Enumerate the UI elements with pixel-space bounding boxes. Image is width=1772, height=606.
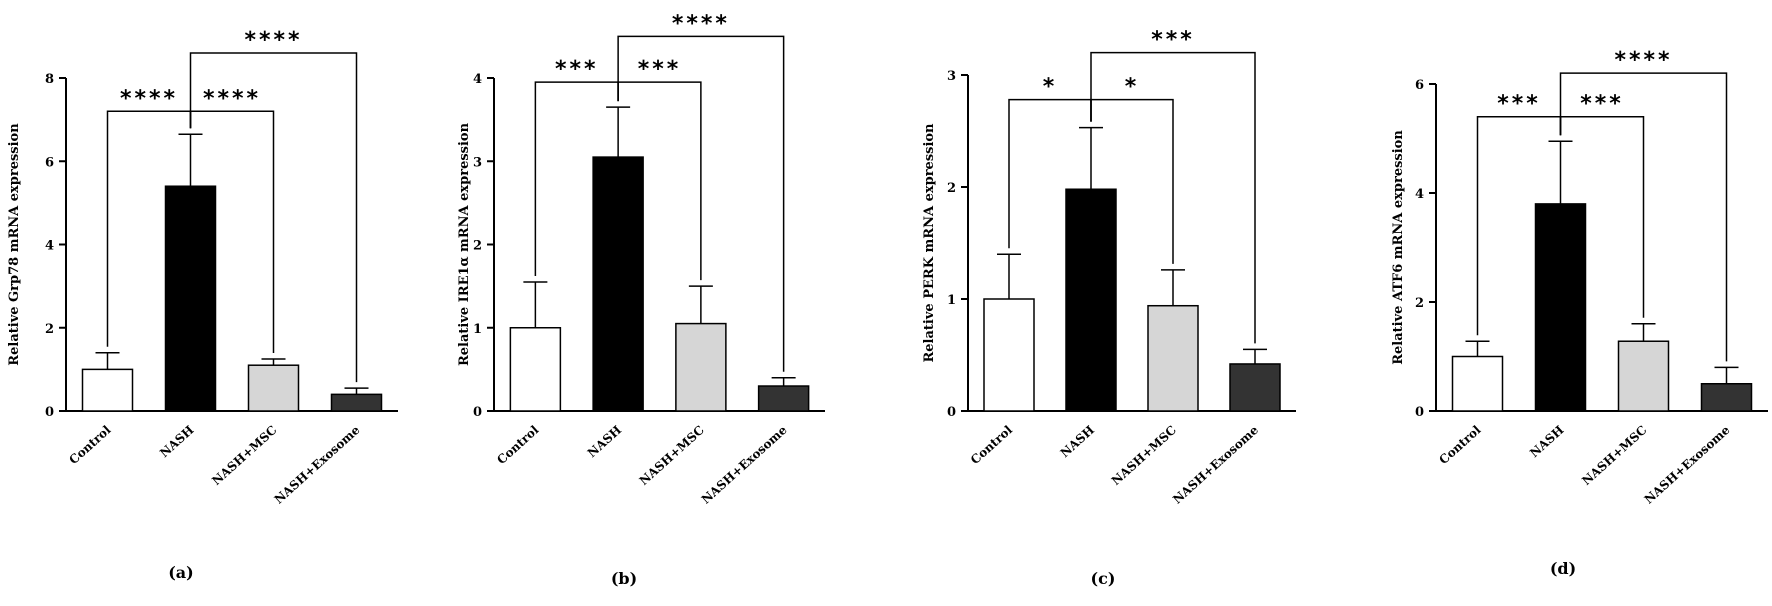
bar-nash: [1534, 203, 1587, 412]
y-tick-label: 0: [947, 405, 956, 420]
bar-control: [509, 327, 562, 412]
significance-bracket: [1559, 72, 1728, 362]
bar-nash: [1065, 188, 1117, 412]
x-tick-label: NASH: [157, 423, 196, 460]
significance-bracket: [617, 35, 785, 372]
significance-bracket: [1090, 51, 1256, 344]
y-tick-label: 2: [473, 239, 482, 254]
y-tick-label: 6: [1415, 78, 1424, 93]
y-tick-label: 2: [1415, 296, 1424, 311]
y-axis-label: Relative Grp78 mRNA expression: [7, 123, 22, 366]
panel-a: 0 2 4 6 8 Relative Grp78 mRNA expression Contr…: [7, 28, 398, 582]
x-tick-label: Control: [968, 423, 1015, 468]
y-tick-label: 1: [947, 293, 956, 308]
y-axis-label: Relative ATF6 mRNA expression: [1391, 130, 1406, 365]
y-tick-label: 8: [45, 72, 54, 87]
bar-control: [1451, 355, 1504, 412]
bar-control: [81, 368, 134, 412]
y-tick-label: 0: [45, 405, 54, 420]
y-tick-label: 3: [473, 155, 482, 170]
x-tick-label: NASH: [585, 423, 624, 460]
bar-nash: [164, 185, 217, 412]
significance-stars: *: [1043, 75, 1058, 100]
significance-stars: ****: [672, 11, 730, 36]
x-tick-label: Control: [494, 423, 541, 468]
significance-stars: ****: [120, 86, 178, 111]
bar-nash-msc: [1147, 304, 1199, 412]
x-tick-label: NASH+MSC: [1579, 423, 1649, 488]
significance-stars: ****: [244, 28, 302, 53]
y-tick-label: 4: [1415, 187, 1424, 202]
panel-label: (a): [168, 563, 194, 582]
significance-stars: ****: [203, 86, 261, 111]
y-tick-label: 4: [45, 239, 54, 254]
significance-bracket: [189, 52, 358, 383]
bar-control: [983, 298, 1035, 412]
x-tick-label: NASH+MSC: [637, 423, 707, 488]
x-tick-label: Control: [1436, 423, 1483, 468]
y-tick-label: 0: [473, 405, 482, 420]
y-tick-label: 2: [947, 181, 956, 196]
bar-nash-exosome: [330, 393, 383, 412]
bar-nash-exosome: [1229, 363, 1281, 412]
bar-nash-msc: [1617, 340, 1670, 412]
x-tick-label: NASH+Exosome: [272, 423, 363, 507]
significance-stars: ***: [1497, 92, 1541, 117]
bar-nash: [592, 156, 644, 412]
panel-label: (c): [1091, 569, 1116, 588]
y-tick-label: 0: [1415, 405, 1424, 420]
x-tick-label: NASH: [1527, 423, 1566, 460]
x-tick-label: NASH: [1058, 423, 1097, 460]
y-tick-label: 1: [473, 322, 482, 337]
bar-nash-exosome: [757, 385, 810, 412]
significance-stars: ***: [1580, 92, 1624, 117]
x-tick-label: Control: [66, 423, 113, 468]
bar-nash-msc: [675, 322, 727, 412]
y-tick-label: 3: [947, 69, 956, 84]
y-tick-label: 2: [45, 322, 54, 337]
panel-d: 0 2 4 6 Relative ATF6 mRNA expression Control…: [1391, 48, 1768, 578]
panel-c: 0 1 2 3 Relative PERK mRNA expression Control…: [922, 28, 1296, 588]
panel-b: 0 1 2 3 4 Relative IRE1α mRNA expression Contr…: [457, 11, 825, 588]
y-axis-label: Relative PERK mRNA expression: [922, 123, 937, 363]
x-tick-label: NASH+MSC: [1109, 423, 1179, 488]
x-tick-label: NASH+Exosome: [1170, 423, 1261, 507]
significance-stars: ****: [1614, 48, 1672, 73]
x-tick-label: NASH+MSC: [209, 423, 279, 488]
bar-nash-exosome: [1700, 383, 1753, 412]
bar-nash-msc: [247, 364, 300, 412]
significance-stars: ***: [555, 57, 599, 82]
x-tick-label: NASH+Exosome: [1642, 423, 1733, 507]
panel-label: (d): [1550, 559, 1576, 578]
significance-stars: *: [1125, 75, 1140, 100]
x-tick-label: NASH+Exosome: [699, 423, 790, 507]
significance-stars: ***: [1151, 28, 1195, 53]
y-axis-label: Relative IRE1α mRNA expression: [457, 122, 472, 366]
y-tick-label: 4: [473, 72, 482, 87]
y-tick-label: 6: [45, 155, 54, 170]
significance-stars: ***: [638, 57, 682, 82]
panel-label: (b): [611, 569, 637, 588]
